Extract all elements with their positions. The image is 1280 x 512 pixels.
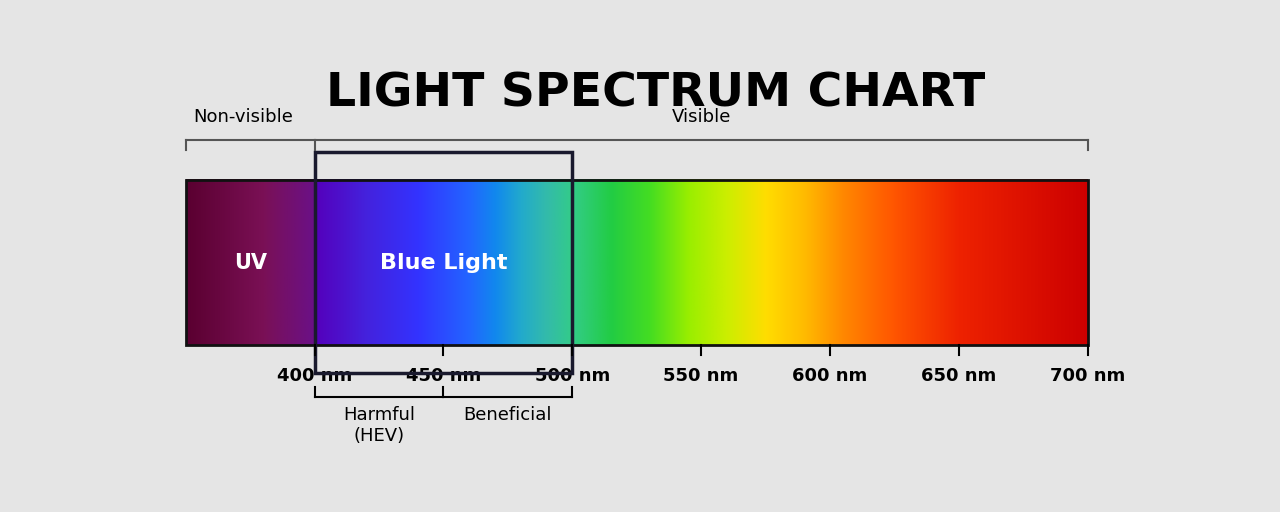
Text: Harmful
(HEV): Harmful (HEV) (343, 407, 415, 445)
Text: UV: UV (234, 252, 266, 272)
Text: Beneficial: Beneficial (463, 407, 552, 424)
Text: 650 nm: 650 nm (922, 367, 996, 385)
Text: 700 nm: 700 nm (1050, 367, 1125, 385)
Text: 600 nm: 600 nm (792, 367, 868, 385)
Bar (315, 152, 572, 373)
Text: 550 nm: 550 nm (663, 367, 739, 385)
Text: 450 nm: 450 nm (406, 367, 481, 385)
Text: Visible: Visible (672, 109, 731, 126)
Text: Non-visible: Non-visible (193, 109, 293, 126)
Text: LIGHT SPECTRUM CHART: LIGHT SPECTRUM CHART (326, 71, 986, 116)
Text: 400 nm: 400 nm (276, 367, 352, 385)
Text: 500 nm: 500 nm (535, 367, 609, 385)
Bar (186, 180, 1088, 345)
Text: Blue Light: Blue Light (380, 252, 507, 272)
